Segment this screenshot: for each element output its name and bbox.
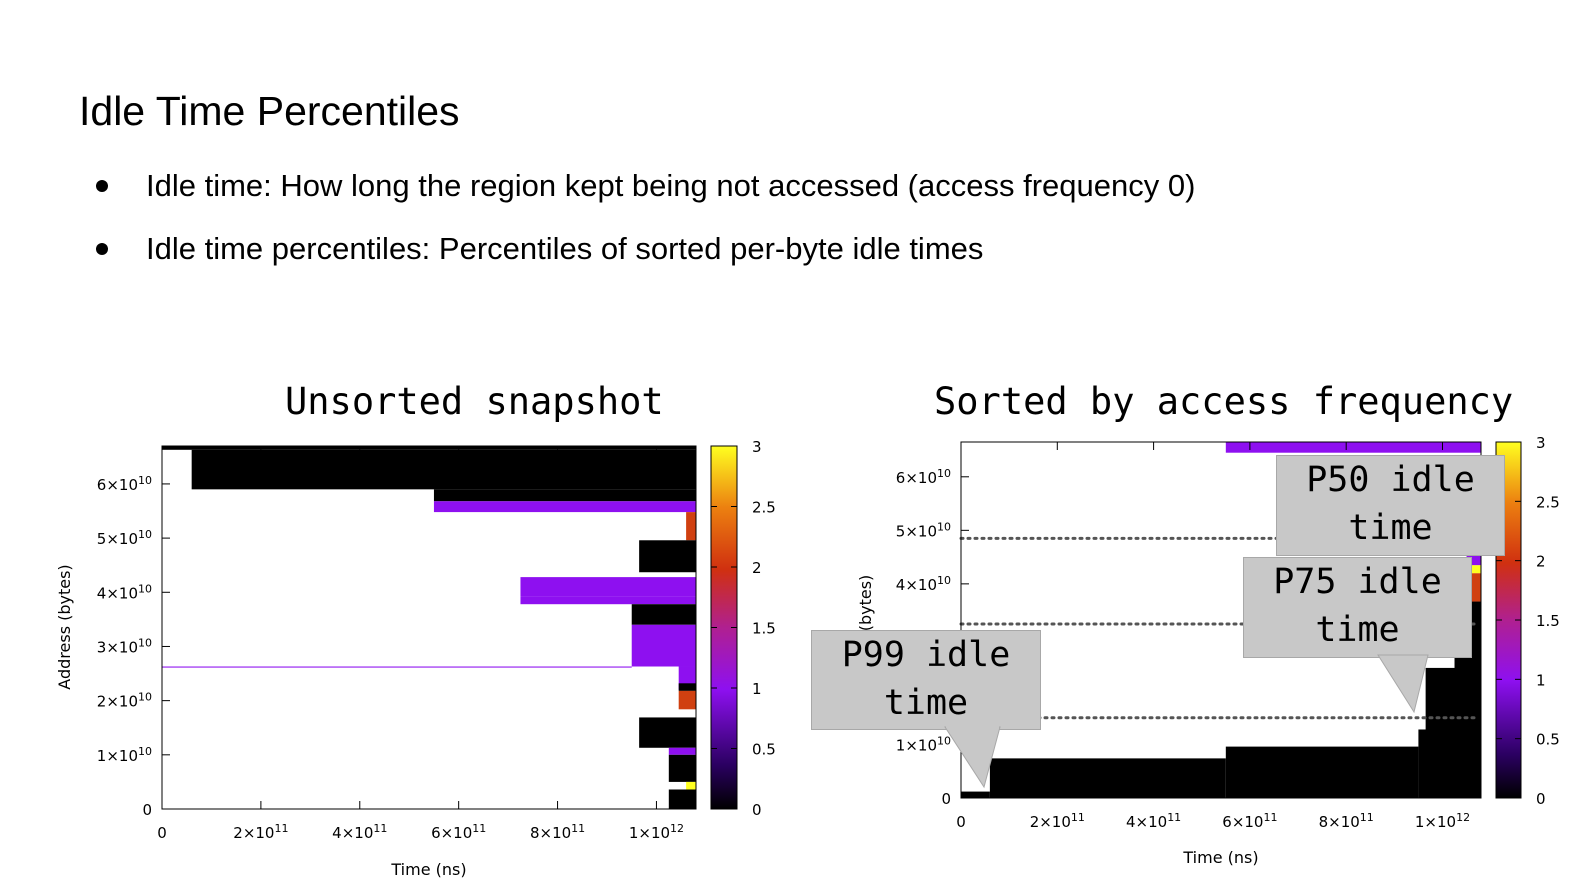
colorbar-tick-label: 2.5: [752, 499, 776, 517]
heatmap-cell: [678, 690, 696, 710]
x-tick-label: 1×1012: [629, 822, 684, 842]
x-tick-label: 2×1011: [233, 822, 288, 842]
y-tick-label: 0: [941, 790, 951, 808]
chart-unsorted: 0 2×1011 4×1011 6×1011 8×1011 1×1012 0 1×1010 2×…: [55, 438, 776, 879]
bullet-list: Idle time: How long the region kept bein…: [96, 164, 1195, 290]
y-axis-label: Address (bytes): [55, 564, 74, 689]
bullet-dot: [96, 243, 108, 255]
heatmap-cell: [1225, 442, 1481, 453]
y-tick-label: 4×1010: [97, 582, 152, 602]
heatmap-cell: [1225, 746, 1419, 798]
chart-title-sorted: Sorted by access frequency: [934, 380, 1514, 423]
y-tick-label: 6×1010: [97, 474, 152, 494]
colorbar-tick-label: 2.5: [1536, 493, 1560, 511]
chart-title-unsorted: Unsorted snapshot: [285, 380, 664, 423]
heatmap-cell: [631, 604, 696, 625]
heatmap-cell: [686, 512, 696, 541]
heatmap-cell: [191, 449, 696, 490]
slide-title: Idle Time Percentiles: [79, 88, 460, 134]
colorbar-tick-label: 0.5: [752, 741, 776, 759]
x-tick-label: 8×1011: [530, 822, 585, 842]
colorbar-tick-label: 1.5: [752, 620, 776, 638]
callout-p99: P99 idle time: [811, 630, 1041, 730]
y-tick-label: 1×1010: [896, 734, 951, 754]
heatmap-cell: [1471, 601, 1481, 798]
colorbar-tick-label: 3: [1536, 434, 1546, 452]
colorbar-tick-label: 1: [1536, 671, 1546, 689]
y-tick-label: 2×1010: [97, 691, 152, 711]
colorbar-tick-label: 2: [752, 559, 762, 577]
x-tick-label: 0: [157, 824, 167, 842]
bullet-text: Idle time percentiles: Percentiles of so…: [146, 231, 984, 266]
heatmap-cell: [961, 791, 990, 798]
heatmap-cell: [520, 577, 696, 597]
heatmap-cell: [678, 683, 696, 691]
heatmap-cell: [520, 596, 696, 605]
x-tick-label: 8×1011: [1319, 811, 1374, 831]
y-tick-label: 6×1010: [896, 467, 951, 487]
heatmap-cell: [162, 666, 632, 668]
plot-frame: [161, 445, 697, 810]
heatmap-cell: [668, 789, 696, 809]
y-tick-label: 5×1010: [97, 528, 152, 548]
bullet-item: Idle time: How long the region kept bein…: [96, 164, 1195, 227]
y-tick-label: 3×1010: [97, 636, 152, 656]
bullet-dot: [96, 180, 108, 192]
colorbar-tick-label: 2: [1536, 553, 1546, 571]
x-tick-label: 4×1011: [1126, 811, 1181, 831]
plot-frame: [960, 441, 1482, 799]
heatmap-cell: [686, 781, 696, 790]
heatmap-cell: [668, 747, 696, 755]
heatmap-cell: [1471, 565, 1481, 574]
x-tick-label: 1×1012: [1415, 811, 1470, 831]
x-tick-label: 6×1011: [431, 822, 486, 842]
bullet-text: Idle time: How long the region kept bein…: [146, 168, 1196, 203]
x-tick-label: 4×1011: [332, 822, 387, 842]
colorbar-tick-label: 0: [1536, 790, 1546, 808]
heatmap-cell: [668, 754, 696, 782]
heatmap-cell: [1471, 573, 1481, 602]
x-axis-label: Time (ns): [1182, 848, 1258, 867]
colorbar-tick-label: 1: [752, 680, 762, 698]
x-axis-label: Time (ns): [390, 860, 466, 879]
x-tick-label: 0: [956, 813, 966, 831]
heatmap-cell: [989, 758, 1226, 798]
colorbar-tick-label: 0: [752, 801, 762, 819]
colorbar-tick-label: 3: [752, 438, 762, 456]
x-tick-label: 6×1011: [1222, 811, 1277, 831]
heatmap-cell: [162, 446, 696, 450]
callout-p50: P50 idle time: [1276, 455, 1505, 556]
heatmap-cell: [433, 501, 696, 513]
y-tick-label: 0: [142, 801, 152, 819]
heatmap-cell: [639, 540, 696, 573]
heatmap-cell: [433, 489, 696, 502]
callout-p75: P75 idle time: [1243, 557, 1472, 658]
heatmap-cell: [639, 717, 696, 748]
y-tick-label: 4×1010: [896, 574, 951, 594]
y-tick-label: 1×1010: [97, 745, 152, 765]
bullet-item: Idle time percentiles: Percentiles of so…: [96, 227, 1195, 290]
colorbar-tick-label: 1.5: [1536, 612, 1560, 630]
y-axis-label: (bytes): [856, 575, 875, 632]
x-tick-label: 2×1011: [1030, 811, 1085, 831]
heatmap-cell: [631, 624, 696, 667]
colorbar-tick-label: 0.5: [1536, 731, 1560, 749]
y-tick-label: 5×1010: [896, 520, 951, 540]
